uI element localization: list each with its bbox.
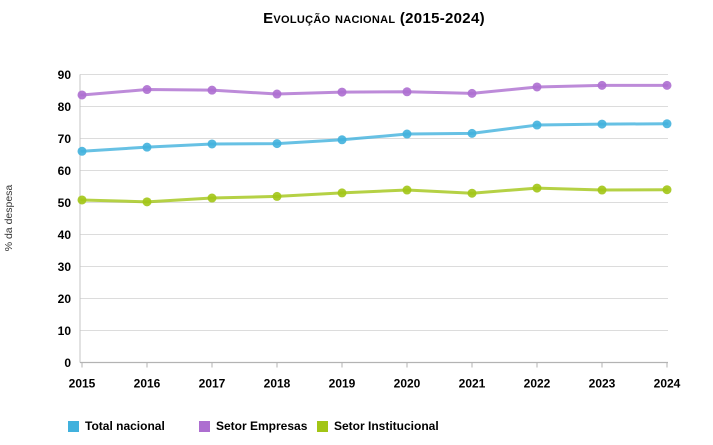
data-point[interactable] [597, 119, 607, 129]
y-tick-label: 10 [58, 324, 72, 338]
legend-item-setor-empresas[interactable]: Setor Empresas [199, 419, 307, 433]
series-line-setor-institucional [80, 186, 669, 204]
legend: Total nacional Setor Empresas Setor Instit… [0, 419, 713, 435]
data-point[interactable] [402, 87, 412, 97]
data-point[interactable] [467, 88, 477, 98]
y-tick-label: 0 [64, 356, 71, 370]
data-point[interactable] [272, 89, 282, 99]
legend-swatch-icon [317, 420, 328, 432]
y-tick-label: 90 [58, 68, 72, 82]
data-point[interactable] [337, 188, 347, 198]
legend-item-total-nacional[interactable]: Total nacional [68, 419, 165, 433]
data-point[interactable] [402, 129, 412, 139]
data-point[interactable] [467, 188, 477, 198]
legend-item-setor-institucional[interactable]: Setor Institucional [317, 419, 439, 433]
x-tick-label: 2015 [69, 377, 96, 391]
x-tick-label: 2019 [329, 377, 356, 391]
data-point[interactable] [77, 195, 87, 205]
series-line-setor-empresas [80, 83, 669, 97]
y-tick-label: 60 [58, 164, 72, 178]
x-tick-label: 2016 [134, 377, 161, 391]
data-point[interactable] [402, 185, 412, 195]
x-tick-label: 2018 [264, 377, 291, 391]
data-point[interactable] [77, 146, 87, 156]
data-point[interactable] [532, 183, 542, 193]
data-point[interactable] [337, 135, 347, 145]
data-point[interactable] [662, 80, 672, 90]
data-point[interactable] [142, 85, 152, 95]
legend-label: Total nacional [85, 419, 165, 433]
chart-title: Evolução nacional (2015-2024) [263, 10, 485, 27]
data-point[interactable] [207, 139, 217, 149]
data-point[interactable] [142, 142, 152, 152]
data-point[interactable] [532, 120, 542, 130]
data-point[interactable] [662, 185, 672, 195]
data-point[interactable] [597, 80, 607, 90]
legend-label: Setor Institucional [334, 419, 439, 433]
x-tick-label: 2024 [654, 377, 681, 391]
y-tick-label: 30 [58, 260, 72, 274]
series-line-total-nacional [80, 122, 669, 153]
x-tick-label: 2020 [394, 377, 421, 391]
y-tick-label: 20 [58, 292, 72, 306]
data-point[interactable] [207, 85, 217, 95]
legend-swatch-icon [199, 420, 210, 432]
data-point[interactable] [272, 139, 282, 149]
x-tick-label: 2023 [589, 377, 616, 391]
y-tick-label: 70 [58, 132, 72, 146]
y-tick-label: 40 [58, 228, 72, 242]
legend-swatch-icon [68, 420, 79, 432]
data-point[interactable] [532, 82, 542, 92]
data-point[interactable] [337, 87, 347, 97]
data-point[interactable] [207, 193, 217, 203]
y-tick-label: 80 [58, 100, 72, 114]
legend-label: Setor Empresas [216, 419, 308, 433]
x-tick-label: 2021 [459, 377, 486, 391]
x-tick-label: 2022 [524, 377, 551, 391]
data-point[interactable] [662, 119, 672, 129]
data-point[interactable] [272, 191, 282, 201]
data-point[interactable] [467, 128, 477, 138]
x-tick-label: 2017 [199, 377, 226, 391]
y-tick-label: 50 [58, 196, 72, 210]
data-point[interactable] [77, 90, 87, 100]
data-point[interactable] [597, 185, 607, 195]
data-point[interactable] [142, 197, 152, 207]
